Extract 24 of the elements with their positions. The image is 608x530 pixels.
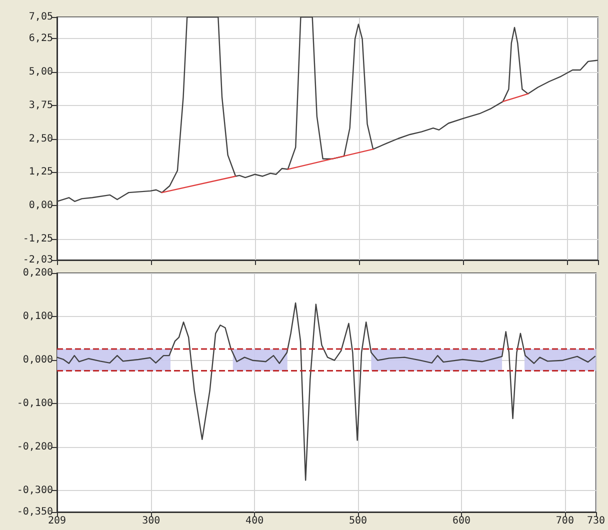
y-tick-label: 2,50 (28, 133, 53, 144)
y-tick-label: -0,350 (16, 506, 53, 518)
x-tick-label: 600 (452, 516, 471, 526)
y-tick-label: 6,25 (28, 32, 53, 44)
y-tick-label: 3,75 (28, 100, 53, 111)
x-tick-label: 209 (48, 516, 66, 526)
line-series (56, 302, 596, 481)
y-tick-label: -0,300 (16, 484, 53, 496)
y-tick-label: -1,25 (22, 234, 53, 245)
y-tick-label: -0,200 (16, 441, 53, 452)
y-tick-label: 7,05 (28, 12, 53, 22)
x-tick-label: 730 (586, 516, 605, 526)
y-tick-label: 1,25 (28, 166, 53, 178)
y-tick-label: 0,000 (22, 354, 53, 366)
y-tick-label: 0,00 (28, 200, 53, 212)
y-tick-label: 5,00 (28, 66, 53, 78)
x-tick-label: 500 (349, 516, 368, 526)
y-tick-label: 0,100 (22, 310, 53, 322)
y-tick-label: -0,100 (16, 398, 53, 409)
x-tick-label: 700 (556, 516, 574, 526)
x-tick-label: 300 (142, 516, 160, 526)
y-tick-label: -2,03 (22, 254, 53, 266)
x-tick-label: 400 (246, 516, 264, 526)
y-tick-label: 0,200 (22, 268, 53, 278)
